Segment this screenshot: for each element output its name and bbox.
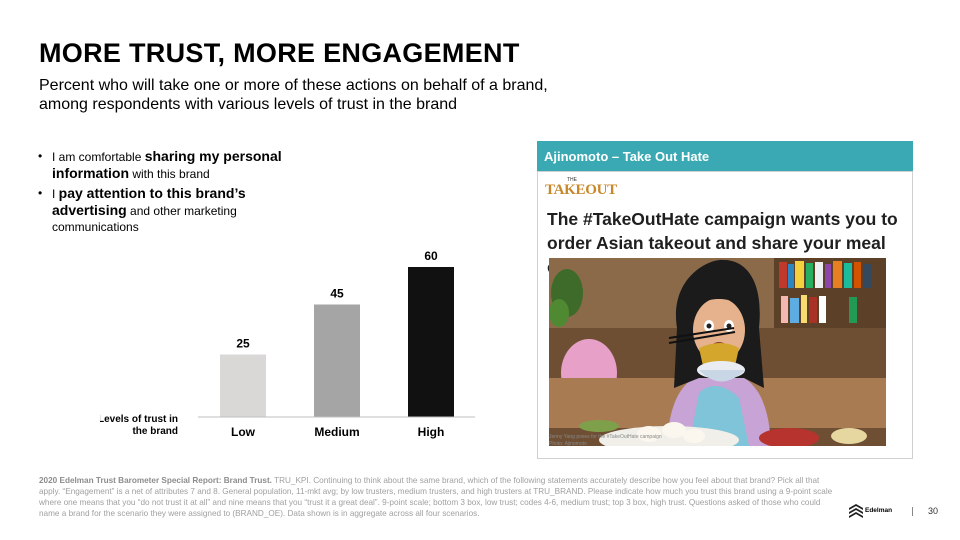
x-axis-label: Levels of trust in — [100, 414, 178, 425]
bullet-item: • I pay attention to this brand’s advert… — [38, 185, 308, 235]
bar-chart: 25 Low 45 Medium 60 High Levels of trust inthe… — [100, 249, 475, 439]
article-headline: The #TakeOutHate campaign wants you to o… — [547, 209, 898, 277]
case-study-header: Ajinomoto – Take Out Hate — [537, 141, 913, 171]
bullet-text-post: and other marketing communications — [52, 204, 237, 234]
photo-credit: Photo: Ajinomoto — [549, 441, 587, 447]
category-label: Medium — [314, 425, 359, 439]
logo-small-text: THE — [567, 177, 577, 183]
bar — [314, 304, 360, 417]
category-label: High — [418, 425, 445, 439]
edelman-logo-icon — [849, 504, 863, 518]
bullet-text-pre: I — [52, 187, 59, 201]
bullet-text-emphasis: pay attention to this brand’s advertisin… — [52, 185, 246, 218]
noodle-bowl — [668, 327, 745, 382]
bullet-dot: • — [38, 186, 43, 200]
bullet-dot: • — [38, 149, 43, 163]
photo-caption-line: Jenny Yang poses for the #TakeOutHate ca… — [549, 434, 662, 440]
takeout-logo: THE TAKEOUT — [545, 177, 617, 200]
bullet-text-post: with this brand — [129, 167, 210, 181]
edelman-logo: Edelman — [848, 502, 908, 522]
person — [667, 259, 771, 446]
plant — [549, 269, 583, 327]
bullet-list: • I am comfortable sharing my personal i… — [38, 148, 308, 238]
footnote-source: 2020 Edelman Trust Barometer Special Rep… — [39, 476, 272, 485]
article-photo — [549, 258, 886, 446]
slide-title: MORE TRUST, MORE ENGAGEMENT — [39, 38, 520, 68]
photo-caption: Jenny Yang poses for the #TakeOutHate ca… — [549, 434, 662, 448]
footnote: 2020 Edelman Trust Barometer Special Rep… — [39, 475, 839, 519]
data-label: 45 — [330, 287, 344, 301]
bookshelf — [774, 258, 886, 328]
bar — [408, 267, 454, 417]
bullet-item: • I am comfortable sharing my personal i… — [38, 148, 308, 182]
bullet-text-emphasis: sharing my personal information — [52, 148, 282, 181]
page-number: 30 — [928, 506, 939, 516]
slide-subtitle: Percent who will take one or more of the… — [39, 77, 548, 113]
case-study-title: Ajinomoto – Take Out Hate — [544, 149, 710, 164]
dumplings-plate — [579, 420, 867, 446]
case-study-panel: Ajinomoto – Take Out Hate THE TAKEOUT Th… — [537, 141, 913, 459]
category-label: Low — [231, 425, 256, 439]
article-card: THE TAKEOUT The #TakeOutHate campaign wa… — [537, 171, 913, 459]
logo-word: TAKEOUT — [545, 182, 617, 198]
x-axis-label: the brand — [132, 426, 178, 437]
bullet-text-pre: I am comfortable — [52, 150, 145, 164]
bar — [220, 354, 266, 417]
data-label: 60 — [424, 249, 438, 263]
footnote-text: TRU_KPI. Continuing to think about the s… — [39, 476, 833, 518]
edelman-logo-text: Edelman — [865, 507, 893, 514]
data-label: 25 — [236, 337, 250, 351]
footer-divider — [912, 507, 913, 516]
